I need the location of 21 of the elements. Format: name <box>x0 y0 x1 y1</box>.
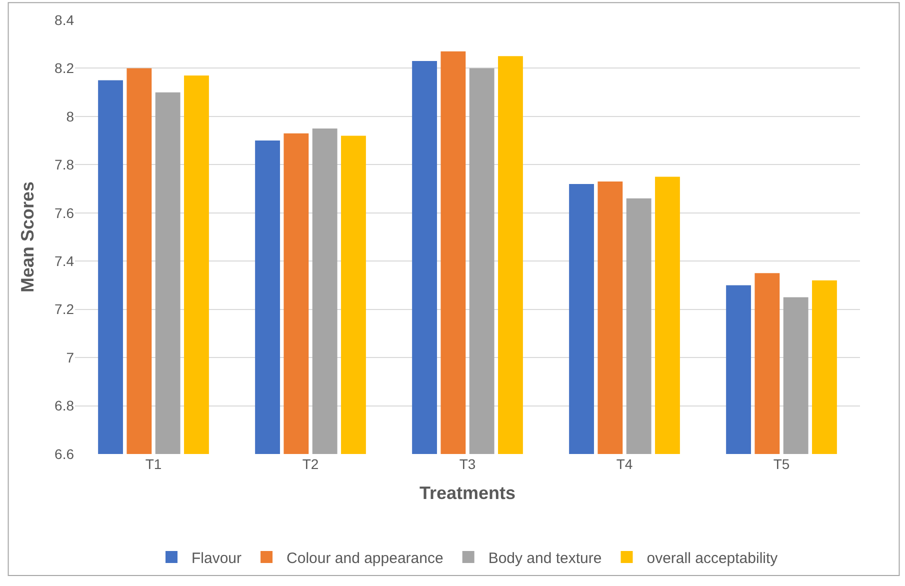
y-tick-label: 8.4 <box>54 12 74 28</box>
x-tick-label: T4 <box>616 456 633 472</box>
x-tick-label: T5 <box>773 456 790 472</box>
x-tick-label: T1 <box>145 456 162 472</box>
y-tick-label: 7.8 <box>54 156 74 173</box>
y-tick-label: 7.6 <box>54 204 74 221</box>
y-tick-label: 8 <box>66 108 74 124</box>
y-tick-label: 8.2 <box>54 60 74 76</box>
x-tick-label: T2 <box>302 456 319 472</box>
x-tick-label: T3 <box>459 456 476 472</box>
y-tick-label: 6.8 <box>54 398 74 414</box>
y-tick-label: 6.6 <box>54 446 74 462</box>
legend-label: Body and texture <box>488 550 602 567</box>
y-tick-label: 7.2 <box>54 301 74 318</box>
y-axis-title: Mean Scores <box>18 181 38 293</box>
y-tick-label: 7 <box>66 349 74 366</box>
legend-label: overall acceptability <box>646 550 778 567</box>
y-tick-label: 7.4 <box>54 253 74 270</box>
legend-label: Flavour <box>192 550 242 567</box>
legend-label: Colour and appearance <box>286 550 444 567</box>
x-axis-title: Treatments <box>419 483 516 504</box>
